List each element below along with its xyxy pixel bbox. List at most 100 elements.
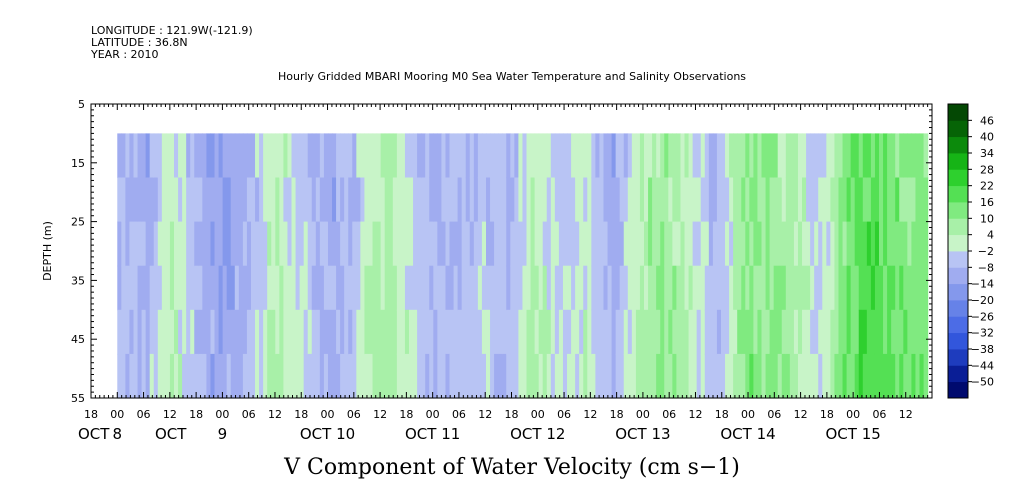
heat-cell xyxy=(789,353,795,399)
heat-cell xyxy=(538,133,544,179)
heat-cell xyxy=(327,221,333,267)
heat-cell xyxy=(712,265,718,311)
heat-cell xyxy=(887,133,892,179)
heat-cell xyxy=(169,133,175,179)
heat-cell xyxy=(648,177,653,223)
heat-cell xyxy=(704,221,710,267)
heat-cell xyxy=(392,221,398,267)
heat-cell xyxy=(396,353,402,399)
heat-cell xyxy=(344,133,349,179)
heat-cell xyxy=(433,177,438,223)
heat-cell xyxy=(781,221,787,267)
heat-cell xyxy=(449,133,455,179)
heat-cell xyxy=(891,133,896,179)
heat-cell xyxy=(413,177,418,223)
heat-cell xyxy=(498,133,503,179)
x-tick-label: 06 xyxy=(242,408,256,421)
heat-cell xyxy=(591,177,596,223)
heat-cell xyxy=(157,133,163,179)
heat-cell xyxy=(692,309,698,355)
heat-cell xyxy=(903,309,908,355)
heat-cell xyxy=(619,221,625,267)
heat-cell xyxy=(785,309,791,355)
heat-cell xyxy=(465,309,471,355)
longitude-label: LONGITUDE : 121.9W(-121.9) xyxy=(91,24,253,37)
heat-cell xyxy=(178,265,183,311)
x-tick-label: 18 xyxy=(189,408,203,421)
heat-cell xyxy=(644,177,649,223)
heat-cell xyxy=(388,133,394,179)
heat-cell xyxy=(473,353,479,399)
heat-cell xyxy=(777,309,783,355)
heat-cell xyxy=(579,353,584,399)
heat-cell xyxy=(652,309,657,355)
heat-cell xyxy=(538,177,544,223)
heat-cell xyxy=(259,133,264,179)
heat-cell xyxy=(814,265,819,311)
heat-cell xyxy=(153,265,159,311)
heat-cell xyxy=(384,265,390,311)
heat-cell xyxy=(336,353,341,399)
heat-cell xyxy=(376,353,382,399)
colorbar-swatch xyxy=(948,136,968,154)
heat-cell xyxy=(777,221,783,267)
heat-cell xyxy=(473,309,479,355)
heat-cell xyxy=(303,309,309,355)
heat-cell xyxy=(797,353,803,399)
heat-cell xyxy=(291,177,297,223)
heat-cell xyxy=(384,221,390,267)
heat-cell xyxy=(348,221,353,267)
heat-cell xyxy=(340,177,345,223)
heat-cell xyxy=(307,133,313,179)
heat-cell xyxy=(797,309,803,355)
y-tick-label: 25 xyxy=(71,216,85,229)
heat-cell xyxy=(279,221,284,267)
heat-cell xyxy=(911,177,917,223)
heat-cell xyxy=(344,221,349,267)
heat-cell xyxy=(417,221,422,267)
heat-cell xyxy=(283,177,289,223)
heat-cell xyxy=(846,309,852,355)
heat-cell xyxy=(607,353,613,399)
heat-cell xyxy=(332,353,337,399)
heat-cell xyxy=(368,265,374,311)
heat-cell xyxy=(388,177,394,223)
heat-cell xyxy=(425,309,430,355)
heat-cell xyxy=(611,133,617,179)
heat-cell xyxy=(510,353,515,399)
heat-cell xyxy=(672,309,678,355)
heat-cell xyxy=(550,221,556,267)
heat-cell xyxy=(899,177,904,223)
heat-cell xyxy=(441,309,447,355)
heat-cell xyxy=(303,221,309,267)
colorbar-label: −38 xyxy=(971,343,994,356)
heat-cell xyxy=(700,177,706,223)
heat-cell xyxy=(879,265,884,311)
heat-cell xyxy=(745,133,750,179)
heat-cell xyxy=(615,309,621,355)
heat-cell xyxy=(737,265,742,311)
heat-cell xyxy=(806,177,811,223)
heat-cell xyxy=(494,309,499,355)
heat-cell xyxy=(635,265,641,311)
heat-cell xyxy=(384,177,390,223)
heat-cell xyxy=(145,133,151,179)
heat-cell xyxy=(299,353,305,399)
heat-cell xyxy=(883,309,888,355)
heat-cell xyxy=(797,177,803,223)
heat-cell xyxy=(704,133,710,179)
heat-cell xyxy=(445,133,451,179)
heat-cell xyxy=(733,221,738,267)
heat-cell xyxy=(530,133,536,179)
heat-cell xyxy=(226,221,232,267)
heat-cell xyxy=(887,177,892,223)
heat-cell xyxy=(668,353,673,399)
heat-cell xyxy=(259,177,264,223)
heat-cell xyxy=(206,353,212,399)
colorbar-swatch xyxy=(948,381,968,399)
heat-cell xyxy=(121,309,126,355)
colorbar-swatch xyxy=(948,267,968,285)
colorbar-label: −14 xyxy=(971,278,994,291)
heat-cell xyxy=(611,221,617,267)
heat-cell xyxy=(368,133,374,179)
